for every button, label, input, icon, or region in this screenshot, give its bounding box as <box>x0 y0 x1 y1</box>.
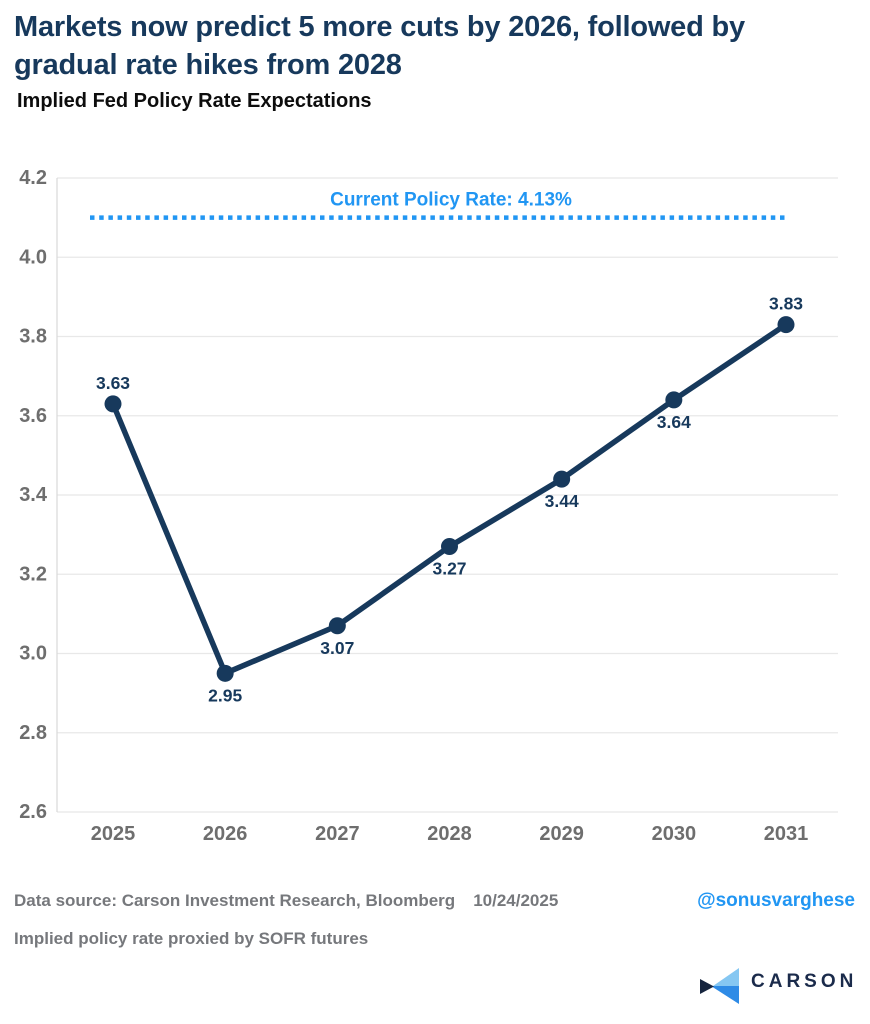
data-point-label: 3.83 <box>769 294 803 314</box>
data-point-label: 3.44 <box>545 491 579 511</box>
y-axis-tick-label: 3.0 <box>19 643 47 665</box>
logo-triangle-light <box>713 968 739 986</box>
x-axis-tick-label: 2025 <box>91 823 136 845</box>
data-point-label: 3.64 <box>657 412 691 432</box>
data-point <box>216 664 234 682</box>
current-policy-rate-label: Current Policy Rate: 4.13% <box>330 190 572 211</box>
y-axis-tick-label: 2.6 <box>19 801 47 823</box>
data-point <box>328 617 346 635</box>
carson-logo-text: CARSON <box>751 971 858 992</box>
logo-triangle-mid <box>711 986 739 1004</box>
data-point <box>777 316 795 334</box>
y-axis-tick-label: 3.8 <box>19 326 47 348</box>
data-point-label: 3.63 <box>96 373 130 393</box>
chart-headline: Markets now predict 5 more cuts by 2026,… <box>14 11 745 82</box>
data-source: Data source: Carson Investment Research,… <box>14 891 558 911</box>
x-axis-tick-label: 2028 <box>427 823 472 845</box>
line-chart: 4.2 4.0 3.8 3.6 3.4 3.2 3.0 2.8 2.6 2025 2026 2027 2… <box>19 167 838 845</box>
data-point-label: 3.07 <box>320 638 354 658</box>
x-axis-tick-label: 2026 <box>203 823 248 845</box>
y-axis-tick-label: 3.6 <box>19 405 47 427</box>
x-axis-tick-label: 2027 <box>315 823 360 845</box>
data-source-date: 10/24/2025 <box>473 891 559 910</box>
data-point-label: 2.95 <box>208 685 242 705</box>
y-axis-tick-label: 3.4 <box>19 484 48 506</box>
data-point <box>441 538 458 556</box>
data-point <box>553 470 571 488</box>
carson-logo-icon <box>700 968 739 1004</box>
chart-subtitle: Implied Fed Policy Rate Expectations <box>17 90 372 112</box>
footnote: Implied policy rate proxied by SOFR futu… <box>14 929 369 948</box>
logo-triangle-dark <box>700 979 714 994</box>
data-point-label: 3.27 <box>432 559 466 579</box>
social-handle-link[interactable]: @sonusvarghese <box>697 890 855 911</box>
carson-logo: CARSON <box>698 960 857 1004</box>
data-source-label: Data source: Carson Investment Research,… <box>14 891 456 910</box>
y-axis-tick-label: 3.2 <box>19 563 47 585</box>
footer-row: Data source: Carson Investment Research,… <box>14 890 855 912</box>
y-axis-tick-label: 2.8 <box>19 722 47 744</box>
data-point <box>665 391 683 409</box>
rate-expectations-line <box>110 321 789 677</box>
y-axis-tick-label: 4.2 <box>19 167 47 189</box>
x-axis-tick-label: 2029 <box>539 823 584 845</box>
y-axis-tick-label: 4.0 <box>19 246 47 268</box>
x-axis-tick-label: 2031 <box>764 823 809 845</box>
data-point <box>104 395 122 413</box>
x-axis-tick-label: 2030 <box>652 823 697 845</box>
